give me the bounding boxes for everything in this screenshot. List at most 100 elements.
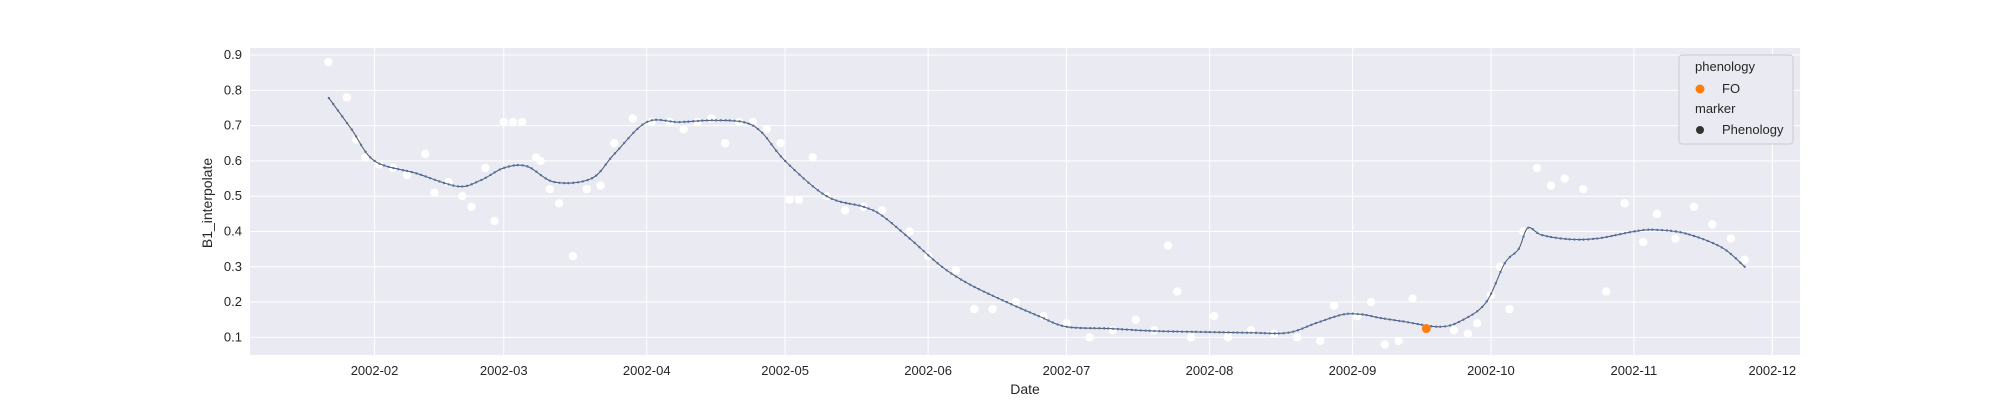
x-tick-label: 2002-04 (623, 363, 671, 378)
interpolated-marker (1328, 317, 1332, 320)
raw-point (430, 188, 439, 197)
raw-point (1131, 315, 1140, 324)
interpolated-marker (1232, 331, 1235, 334)
interpolated-marker (678, 120, 681, 124)
interpolated-marker (664, 119, 667, 122)
interpolated-marker (1337, 314, 1341, 317)
interpolated-marker (1688, 233, 1691, 236)
interpolated-marker (1365, 313, 1368, 317)
interpolated-marker (932, 258, 935, 261)
interpolated-marker (604, 163, 607, 166)
interpolated-marker (913, 241, 916, 245)
interpolated-marker (673, 120, 676, 124)
interpolated-marker (1729, 252, 1733, 256)
raw-point (490, 216, 499, 226)
interpolated-marker (1130, 328, 1133, 332)
raw-point (1578, 184, 1588, 194)
y-tick-label: 0.8 (224, 82, 242, 97)
interpolated-marker (899, 229, 902, 232)
x-tick-label: 2002-08 (1186, 363, 1234, 378)
interpolated-marker (622, 141, 626, 145)
interpolated-marker (844, 201, 847, 205)
y-tick-label: 0.3 (224, 259, 242, 274)
interpolated-marker (1351, 312, 1355, 315)
x-tick-label: 2002-12 (1748, 363, 1796, 378)
interpolated-marker (1568, 238, 1571, 241)
interpolated-marker (1287, 331, 1290, 334)
raw-point (1366, 297, 1376, 307)
raw-point (1726, 234, 1736, 243)
raw-point (1602, 287, 1611, 296)
interpolated-marker (885, 217, 888, 221)
interpolated-marker (558, 181, 561, 184)
x-axis-title: Date (1010, 381, 1040, 397)
interpolated-marker (1697, 236, 1700, 239)
interpolated-markers (327, 96, 1746, 335)
raw-point (1011, 297, 1020, 307)
interpolated-marker (1116, 327, 1120, 331)
interpolated-marker (1508, 255, 1512, 259)
interpolated-marker (1485, 300, 1488, 303)
raw-point (808, 153, 817, 162)
raw-point (1463, 329, 1473, 339)
interpolated-marker (1743, 265, 1746, 268)
interpolated-marker (1153, 329, 1156, 333)
interpolated-marker (447, 183, 450, 186)
interpolated-marker (724, 119, 727, 122)
interpolated-marker (728, 119, 731, 122)
interpolated-marker (410, 170, 413, 174)
raw-point (1708, 220, 1717, 229)
raw-point (776, 139, 785, 148)
interpolated-marker (692, 120, 695, 123)
raw-point (1449, 326, 1459, 335)
interpolated-marker (405, 169, 409, 173)
interpolated-marker (1554, 236, 1558, 240)
interpolated-marker (1517, 247, 1521, 251)
interpolated-marker (807, 181, 810, 184)
interpolated-marker (1545, 235, 1549, 238)
interpolated-marker (1541, 233, 1544, 237)
interpolated-marker (581, 180, 585, 183)
interpolated-marker (761, 131, 764, 135)
plot-background (250, 48, 1800, 355)
interpolated-marker (687, 120, 690, 123)
interpolated-marker (1001, 298, 1004, 302)
interpolated-marker (1411, 321, 1415, 325)
interpolated-marker (474, 181, 478, 184)
x-tick-label: 2002-03 (480, 363, 528, 378)
raw-point (610, 139, 619, 148)
raw-point (342, 93, 352, 102)
interpolated-marker (632, 131, 635, 134)
interpolated-marker (1241, 331, 1244, 334)
raw-point (536, 156, 545, 166)
interpolated-marker (1028, 311, 1032, 314)
interpolated-marker (438, 180, 441, 183)
interpolated-marker (1522, 235, 1525, 238)
interpolated-marker (608, 157, 612, 160)
raw-point (679, 124, 688, 134)
raw-point (545, 184, 555, 194)
raw-point (988, 304, 997, 314)
interpolated-marker (1591, 237, 1595, 241)
legend-box (1678, 54, 1794, 145)
raw-point (1394, 336, 1403, 346)
interpolated-marker (1420, 323, 1423, 326)
raw-point (554, 199, 564, 208)
interpolated-marker (331, 102, 335, 106)
interpolated-marker (548, 179, 552, 182)
interpolated-marker (705, 119, 709, 122)
raw-point (1186, 333, 1196, 342)
interpolated-marker (1037, 315, 1041, 318)
raw-point (499, 117, 508, 127)
raw-point (1209, 311, 1219, 321)
raw-point (1223, 333, 1233, 342)
interpolated-marker (1296, 329, 1300, 332)
interpolated-marker (1047, 319, 1050, 322)
interpolated-marker (752, 124, 755, 127)
interpolated-marker (354, 135, 358, 138)
interpolated-marker (1628, 231, 1632, 234)
interpolated-marker (1236, 331, 1239, 334)
interpolated-marker (336, 109, 340, 112)
interpolated-marker (650, 119, 654, 122)
